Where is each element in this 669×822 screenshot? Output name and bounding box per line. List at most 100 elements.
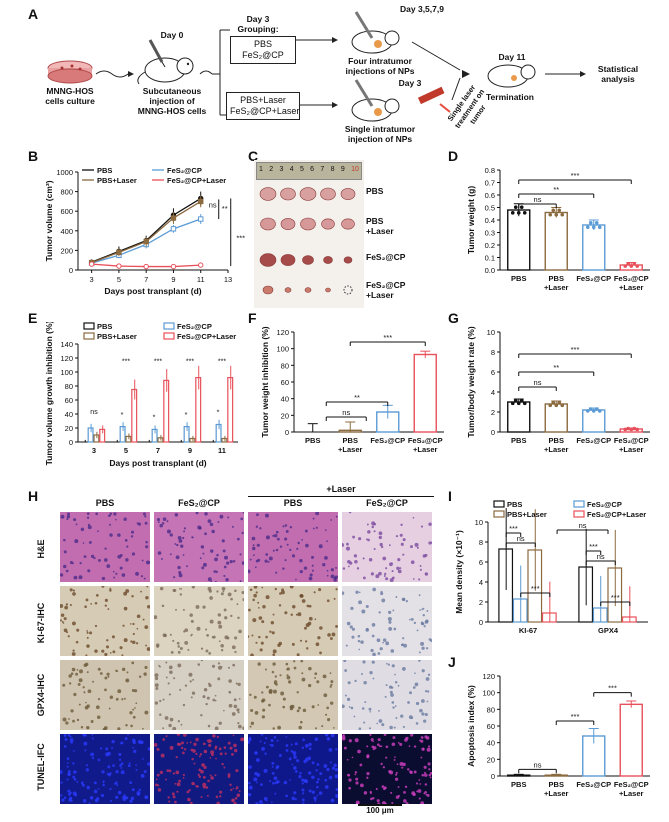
legend-swatch bbox=[163, 332, 175, 340]
tissue-texture bbox=[62, 661, 149, 730]
histology-panel: PBS FeS₂@CP +Laser PBS FeS₂@CP H&E KI-67… bbox=[30, 484, 440, 818]
single-injection-label: Single intratumor injection of NPs bbox=[344, 124, 416, 144]
y-tick-label: 6 bbox=[491, 368, 495, 377]
mouse-four-injections-icon bbox=[351, 11, 400, 54]
legend-swatch bbox=[83, 322, 95, 330]
bar bbox=[578, 566, 594, 623]
x-tick-label: 7 bbox=[144, 275, 148, 284]
histology-tile bbox=[154, 734, 244, 804]
photo-row-pbs-laser: PBS +Laser bbox=[366, 216, 394, 236]
legend-label: FeS₂@CP bbox=[177, 322, 212, 331]
injection-label: Subcutaneous injection of MNNG-HOS cells bbox=[137, 86, 207, 116]
x-category-label: PBS +Laser bbox=[544, 780, 568, 798]
y-tick-label: 8 bbox=[479, 538, 483, 547]
data-point bbox=[597, 409, 602, 413]
ruler-number: 6 bbox=[310, 166, 315, 173]
tumor-samples bbox=[259, 187, 356, 295]
sig-a-label: *** bbox=[589, 542, 598, 551]
data-point bbox=[170, 215, 177, 221]
data-point bbox=[519, 205, 524, 209]
tumor-sample bbox=[259, 253, 277, 267]
y-tick-label: 60 bbox=[487, 722, 495, 731]
tumor-sample bbox=[323, 256, 333, 264]
tumor-sample-empty bbox=[343, 285, 353, 295]
ruler: 1 2 3 4 5 6 7 8 9 10 bbox=[256, 162, 362, 180]
data-point bbox=[560, 403, 565, 408]
y-axis-label: Apoptosis index (%) bbox=[466, 685, 476, 767]
sig-c-label: *** bbox=[571, 171, 580, 180]
x-category-label: FeS₂@CP +Laser bbox=[614, 780, 649, 798]
data-point bbox=[629, 264, 634, 268]
histology-tile bbox=[342, 512, 432, 582]
x-category-label: 5 bbox=[124, 446, 128, 455]
bar bbox=[544, 403, 568, 433]
sig-a-label: ns bbox=[534, 195, 542, 204]
bar bbox=[507, 209, 531, 271]
panel-label-c: C bbox=[248, 148, 259, 164]
sig-b-label: ** bbox=[354, 393, 360, 402]
termination-label: Termination bbox=[485, 92, 534, 102]
y-tick-label: 2 bbox=[491, 408, 495, 417]
legend-label: FeS₂@CP+Laser bbox=[587, 510, 646, 519]
y-axis-label: Tumor volume growth inhibition (%) bbox=[44, 322, 54, 465]
x-category-label: FeS₂@CP bbox=[576, 436, 611, 445]
day11-label: Day 11 bbox=[498, 52, 526, 62]
data-point bbox=[548, 212, 553, 217]
bar bbox=[544, 211, 568, 271]
data-point bbox=[635, 427, 640, 432]
x-axis-label: Days post transplant (d) bbox=[109, 458, 206, 468]
bar bbox=[607, 567, 623, 623]
histology-tile bbox=[60, 734, 150, 804]
histology-tile bbox=[60, 586, 150, 656]
data-point bbox=[551, 400, 556, 405]
sig-a-label: ns bbox=[342, 408, 350, 417]
h-col-pbs: PBS bbox=[95, 498, 115, 508]
legend-swatch bbox=[83, 332, 95, 340]
sig-label: ns bbox=[90, 409, 98, 416]
y-tick-label: 600 bbox=[60, 207, 73, 216]
ruler-number: 7 bbox=[320, 166, 325, 173]
data-point bbox=[143, 238, 149, 245]
tissue-texture bbox=[342, 587, 432, 656]
data-point bbox=[513, 398, 518, 403]
tumor-sample bbox=[321, 218, 335, 230]
sig-label: *** bbox=[218, 359, 226, 366]
legend-label: PBS+Laser bbox=[97, 332, 137, 341]
histology-tile bbox=[342, 586, 432, 656]
ruler-number: 3 bbox=[279, 166, 284, 173]
four-injections-label: Four intratumor injections of NPs bbox=[345, 56, 415, 76]
y-tick-label: 80 bbox=[281, 361, 289, 370]
x-category-label: FeS₂@CP bbox=[576, 274, 611, 283]
tumor-sample bbox=[260, 217, 276, 231]
ruler-number: 4 bbox=[289, 166, 294, 173]
group1-pbs: PBS bbox=[253, 39, 272, 49]
tissue-texture bbox=[60, 586, 150, 656]
tissue-texture bbox=[248, 512, 338, 582]
y-tick-label: 0.7 bbox=[485, 179, 495, 188]
data-point bbox=[554, 403, 559, 408]
sig-ns-label: ns bbox=[517, 534, 525, 543]
y-tick-label: 8 bbox=[491, 348, 495, 357]
y-tick-label: 120 bbox=[482, 672, 495, 681]
sig-b-label: *** bbox=[571, 712, 580, 721]
y-tick-label: 0 bbox=[285, 428, 289, 437]
sig-c-label: *** bbox=[383, 333, 392, 342]
histology-tile bbox=[342, 660, 432, 730]
y-tick-label: 20 bbox=[487, 755, 495, 764]
x-category-label: PBS bbox=[511, 274, 526, 283]
x-category-label: FeS₂@CP bbox=[370, 436, 405, 445]
sig-cross-label: ns bbox=[579, 521, 587, 530]
y-tick-label: 800 bbox=[60, 188, 73, 197]
data-point bbox=[516, 401, 521, 406]
tissue-texture bbox=[60, 512, 150, 581]
photo-row-fes2cp: FeS₂@CP bbox=[366, 252, 406, 262]
data-point bbox=[557, 400, 562, 405]
legend-label: FeS₂@CP bbox=[587, 500, 622, 509]
tissue-texture bbox=[154, 660, 244, 730]
y-tick-label: 60 bbox=[65, 396, 73, 405]
y-tick-label: 0.6 bbox=[485, 191, 495, 200]
h-laser-header: +Laser bbox=[326, 484, 356, 494]
sig-a-label: *** bbox=[509, 524, 518, 533]
x-category-label: 9 bbox=[188, 446, 192, 455]
